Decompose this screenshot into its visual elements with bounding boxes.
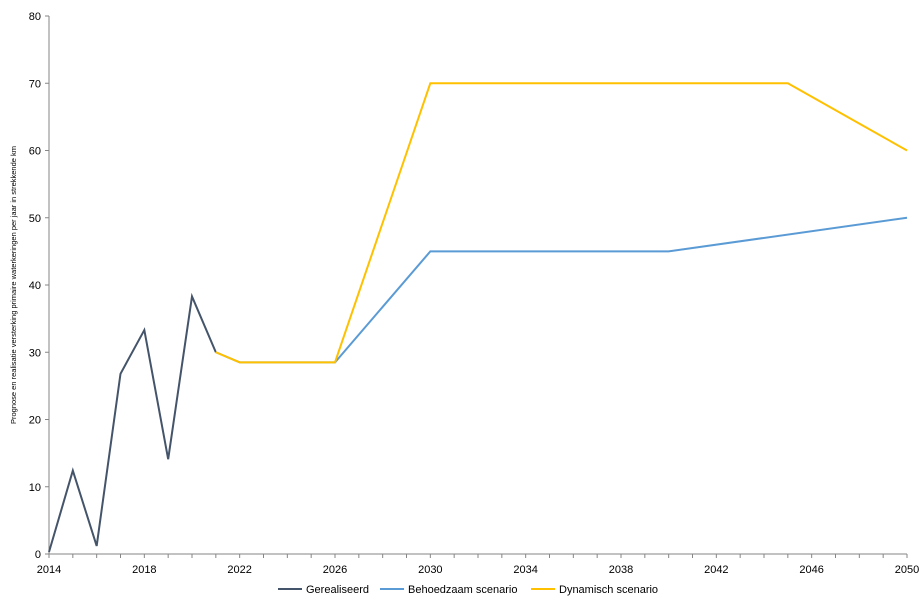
series-layer [48, 82, 908, 553]
x-tick-label: 2042 [704, 564, 728, 576]
x-tick-label: 2050 [895, 564, 919, 576]
legend-label: Gerealiseerd [306, 584, 369, 596]
series-line-dynamisch-scenario [215, 82, 908, 364]
y-tick-label: 70 [29, 78, 41, 90]
y-tick-label: 60 [29, 146, 41, 158]
y-tick-label: 20 [29, 415, 41, 427]
y-tick-label: 40 [29, 280, 41, 292]
y-tick-label: 10 [29, 482, 41, 494]
series-line-behoedzaam-scenario [215, 216, 908, 364]
y-tick-label: 30 [29, 347, 41, 359]
x-tick-label: 2046 [799, 564, 823, 576]
legend-label: Dynamisch scenario [559, 584, 658, 596]
series-line-gerealiseerd [48, 292, 217, 553]
y-tick-label: 80 [29, 11, 41, 23]
x-tick-label: 2034 [513, 564, 537, 576]
x-tick-label: 2026 [323, 564, 347, 576]
x-tick-label: 2014 [37, 564, 61, 576]
legend-label: Behoedzaam scenario [408, 584, 517, 596]
y-axis-title: Prognose en realisatie versterking prima… [9, 146, 18, 424]
y-tick-label: 50 [29, 213, 41, 225]
legend: Gerealiseerd Behoedzaam scenario Dynamisch… [278, 584, 658, 596]
x-tick-label: 2038 [609, 564, 633, 576]
y-tick-label: 0 [35, 549, 41, 561]
x-tick-label: 2030 [418, 564, 442, 576]
x-tick-label: 2018 [132, 564, 156, 576]
x-tick-label: 2022 [227, 564, 251, 576]
